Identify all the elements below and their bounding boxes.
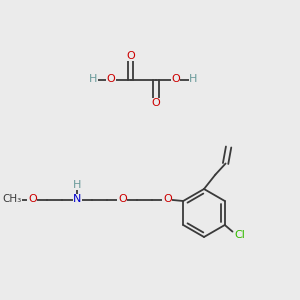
Text: N: N — [73, 194, 82, 205]
Text: H: H — [189, 74, 198, 85]
Text: O: O — [163, 194, 172, 205]
Text: O: O — [118, 194, 127, 205]
Text: O: O — [171, 74, 180, 85]
Text: H: H — [73, 179, 82, 190]
Text: Cl: Cl — [235, 230, 245, 241]
Text: O: O — [152, 98, 160, 109]
Text: O: O — [126, 50, 135, 61]
Text: CH₃: CH₃ — [2, 194, 22, 205]
Text: O: O — [106, 74, 116, 85]
Text: O: O — [28, 194, 37, 205]
Text: H: H — [89, 74, 97, 85]
